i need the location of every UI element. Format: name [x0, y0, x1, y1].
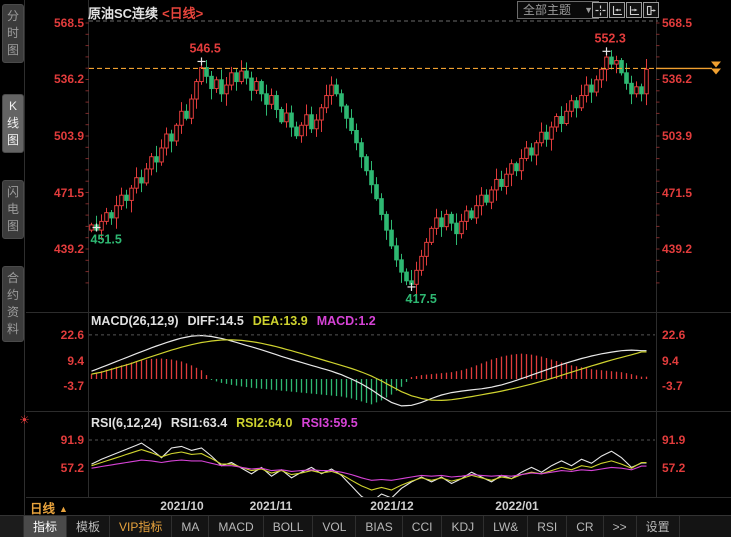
expand-xaxis-button[interactable] — [626, 2, 642, 18]
period-label: 日线 — [30, 502, 56, 516]
period-dropdown[interactable]: 日线 ▲ — [30, 498, 68, 517]
svg-text:546.5: 546.5 — [190, 41, 221, 55]
theme-dropdown-label: 全部主题 — [523, 3, 572, 17]
macd-dea-value: DEA:13.9 — [252, 314, 308, 328]
toolbar-item-more[interactable]: >> — [604, 516, 637, 537]
svg-text:417.5: 417.5 — [406, 292, 437, 306]
toolbar-item-settings[interactable]: 设置 — [637, 516, 680, 537]
triangle-up-icon: ▲ — [59, 504, 68, 514]
macd-macd-value: MACD:1.2 — [316, 314, 376, 328]
chevron-down-icon: ▼ — [584, 5, 593, 15]
macd-diff-value: DIFF:14.5 — [187, 314, 244, 328]
toolbar-corner-cell — [0, 516, 24, 537]
sidebar-tab-time-chart[interactable]: 分 时 图 — [2, 4, 24, 63]
sidebar-tab-contract-info[interactable]: 合 约 资 料 — [2, 266, 24, 342]
rsi-header: RSI(6,12,24) RSI1:63.4 RSI2:64.0 RSI3:59.5 — [91, 416, 367, 430]
macd-header: MACD(26,12,9) DIFF:14.5 DEA:13.9 MACD:1.2 — [91, 314, 385, 328]
toolbar-item-indicators[interactable]: 指标 — [24, 516, 68, 537]
pane-separator-dates — [26, 497, 731, 498]
macd-params-label: MACD(26,12,9) — [91, 314, 179, 328]
rsi-params-label: RSI(6,12,24) — [91, 416, 162, 430]
rsi2-value: RSI2:64.0 — [236, 416, 293, 430]
shift-page-button[interactable] — [643, 2, 659, 18]
sidebar-tab-lightning-chart[interactable]: 闪 电 图 — [2, 180, 24, 239]
compress-axis-icon — [612, 5, 623, 16]
expand-axis-icon — [629, 5, 640, 16]
instrument-name: 原油SC连续 — [88, 6, 159, 21]
period-tag: <日线> — [162, 6, 204, 21]
left-sidebar: 分 时 图 K 线 图闪 电 图合 约 资 料 — [0, 0, 25, 537]
toolbar-item-ma[interactable]: MA — [172, 516, 210, 537]
toolbar-item-cr[interactable]: CR — [567, 516, 604, 537]
toolbar-item-macd[interactable]: MACD — [209, 516, 264, 537]
pane-separator-rsi — [26, 411, 731, 412]
crosshair-tool-button[interactable] — [592, 2, 608, 18]
compress-xaxis-button[interactable] — [609, 2, 625, 18]
rsi3-value: RSI3:59.5 — [301, 416, 358, 430]
toolbar-item-bias[interactable]: BIAS — [356, 516, 403, 537]
sidebar-tab-kline-chart[interactable]: K 线 图 — [2, 94, 24, 153]
theme-dropdown-button[interactable]: 全部主题 ▼ — [517, 1, 599, 19]
toolbar-item-lw[interactable]: LW& — [484, 516, 529, 537]
alert-sun-icon: ☀ — [19, 413, 30, 427]
crosshair-icon — [595, 5, 606, 16]
toolbar-item-templates[interactable]: 模板 — [67, 516, 111, 537]
toolbar-item-cci[interactable]: CCI — [403, 516, 443, 537]
svg-text:451.5: 451.5 — [91, 233, 122, 247]
toolbar-item-vol[interactable]: VOL — [313, 516, 357, 537]
svg-text:552.3: 552.3 — [595, 31, 626, 45]
toolbar-item-kdj[interactable]: KDJ — [442, 516, 485, 537]
chart-title: 原油SC连续 <日线> — [88, 3, 203, 22]
toolbar-item-rsi[interactable]: RSI — [528, 516, 568, 537]
indicator-toolbar: 指标 模板 VIP指标 MA MACD BOLL VOL BIAS CCI KDJ LW& RSI CR… — [0, 515, 731, 537]
pane-separator-macd — [26, 312, 731, 313]
toolbar-item-boll[interactable]: BOLL — [264, 516, 314, 537]
toolbar-item-vip-indicators[interactable]: VIP指标 — [110, 516, 173, 537]
rsi1-value: RSI1:63.4 — [170, 416, 228, 430]
page-right-icon — [646, 5, 657, 16]
